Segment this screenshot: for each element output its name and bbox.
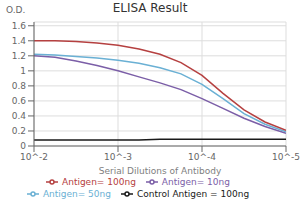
svg-text:10^-3: 10^-3 [104, 152, 132, 162]
html-text:Antigen= 100ng: Antigen= 100ng [62, 176, 136, 187]
svg-text:10^-4: 10^-4 [188, 152, 216, 162]
svg-text:1.6: 1.6 [12, 21, 27, 31]
svg-text:1.2: 1.2 [12, 51, 26, 61]
svg-text:1: 1 [20, 66, 26, 76]
svg-text:0.4: 0.4 [12, 111, 27, 121]
svg-text:0.2: 0.2 [12, 126, 26, 136]
svg-text:0.6: 0.6 [12, 96, 27, 106]
svg-text:Serial Dilutions of Antibody: Serial Dilutions of Antibody [99, 166, 222, 176]
html-text:Antigen= 50ng: Antigen= 50ng [42, 188, 111, 199]
svg-text:1.4: 1.4 [12, 36, 27, 46]
html-text:Control Antigen = 100ng: Control Antigen = 100ng [137, 188, 250, 199]
svg-text:0.8: 0.8 [12, 81, 27, 91]
html-text:Antigen= 10ng: Antigen= 10ng [161, 176, 230, 187]
html-text:O.D.: O.D. [6, 5, 26, 15]
svg-text:10^-2: 10^-2 [20, 152, 48, 162]
svg-text:0: 0 [20, 141, 26, 151]
svg-text:10^-5: 10^-5 [272, 152, 292, 162]
html-text:ELISA Result: ELISA Result [112, 1, 188, 15]
